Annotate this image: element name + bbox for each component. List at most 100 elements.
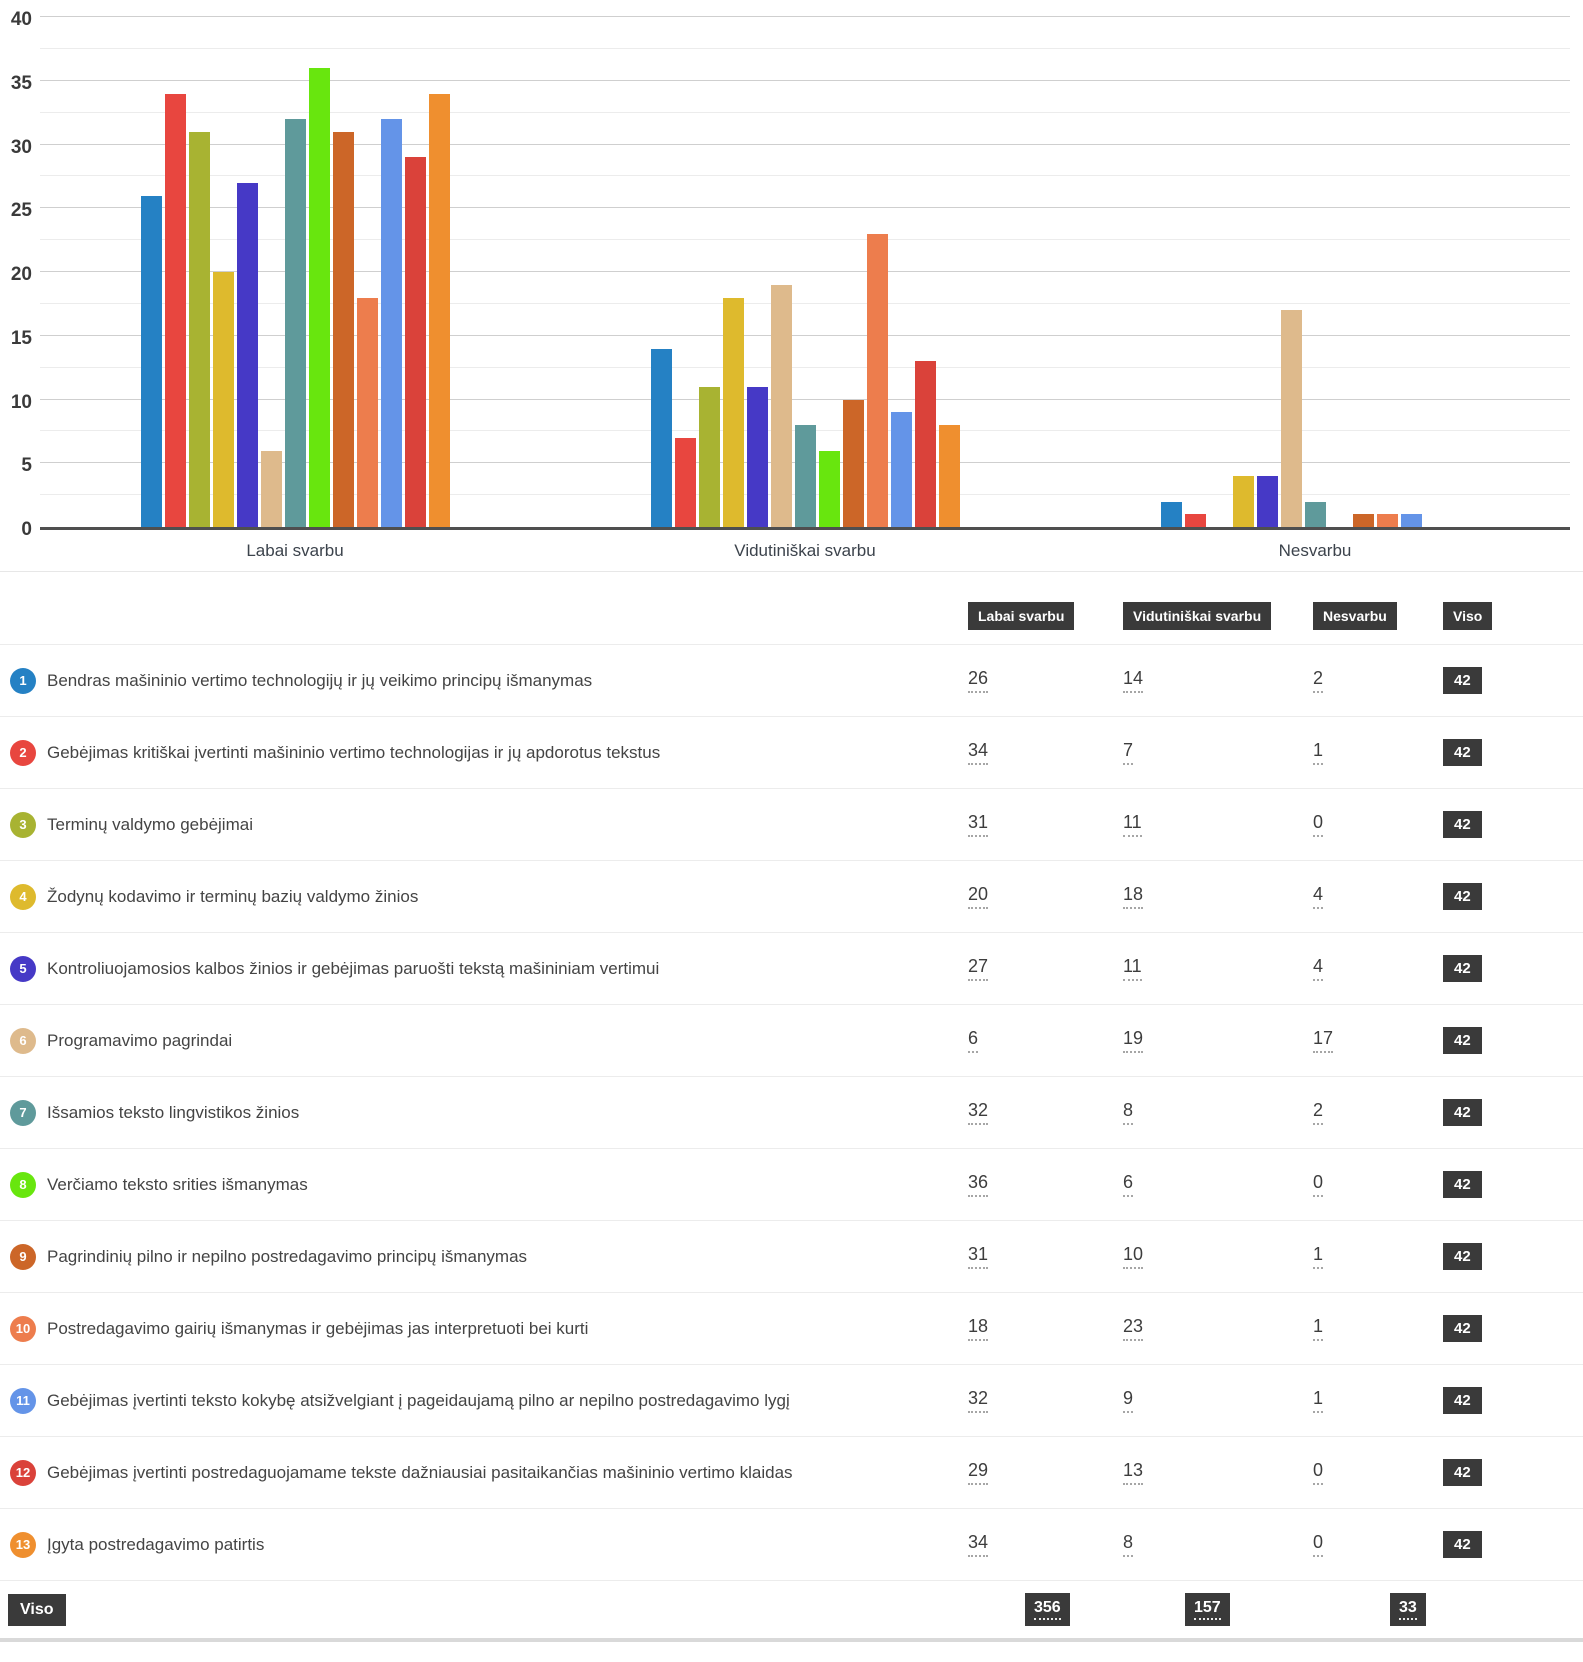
bar-slot bbox=[1232, 476, 1254, 527]
bar-group-2 bbox=[650, 17, 960, 527]
bar-slot bbox=[914, 361, 936, 527]
table-row: 7 Išsamios teksto lingvistikos žinios 32 8 2… bbox=[0, 1076, 1583, 1148]
bar-slot bbox=[890, 412, 912, 527]
bar-series-10 bbox=[1376, 514, 1398, 527]
footer-total-cell: 33 bbox=[1305, 1593, 1435, 1626]
bar-series-9 bbox=[1352, 514, 1374, 527]
bar-series-10 bbox=[356, 297, 378, 527]
bar-series-5 bbox=[1256, 476, 1278, 527]
answer-count-link[interactable]: 4 bbox=[1313, 884, 1324, 909]
bar-slot bbox=[1352, 514, 1374, 527]
answer-count-link[interactable]: 10 bbox=[1123, 1244, 1144, 1269]
answer-count-link[interactable]: 1 bbox=[1313, 1316, 1324, 1341]
results-table: Labai svarbu Vidutiniškai svarbu Nesvarbu V… bbox=[0, 572, 1583, 1642]
answer-count-link[interactable]: 4 bbox=[1313, 956, 1324, 981]
minor-gridline bbox=[40, 239, 1570, 241]
answer-count-link[interactable]: 20 bbox=[968, 884, 989, 909]
value-cell: 18 bbox=[960, 1316, 1115, 1341]
value-cell: 32 bbox=[960, 1100, 1115, 1125]
row-total-cell: 42 bbox=[1435, 1459, 1583, 1486]
importance-bar-chart: 0 5 10 15 20 25 30 35 40 Labai svarbu Vidutiniška… bbox=[0, 0, 1583, 572]
answer-count-link[interactable]: 32 bbox=[968, 1100, 989, 1125]
question-cell: 3 Terminų valdymo gebėjimai bbox=[0, 811, 960, 838]
answer-count-link[interactable]: 31 bbox=[968, 812, 989, 837]
bar-slot bbox=[212, 272, 234, 527]
answer-count-link[interactable]: 1 bbox=[1313, 1388, 1324, 1413]
answer-count-link[interactable]: 8 bbox=[1123, 1100, 1134, 1125]
row-total-cell: 42 bbox=[1435, 1171, 1583, 1198]
bar-series-12 bbox=[914, 361, 936, 527]
value-cell: 2 bbox=[1305, 668, 1435, 693]
row-number-circle: 13 bbox=[10, 1531, 36, 1558]
value-cell: 31 bbox=[960, 812, 1115, 837]
answer-count-link[interactable]: 34 bbox=[968, 740, 989, 765]
answer-count-link[interactable]: 34 bbox=[968, 1532, 989, 1557]
bar-series-13 bbox=[938, 425, 960, 527]
answer-count-link[interactable]: 17 bbox=[1313, 1028, 1334, 1053]
answer-count-link[interactable]: 1 bbox=[1313, 1244, 1324, 1269]
answer-count-link[interactable]: 36 bbox=[968, 1172, 989, 1197]
question-cell: 8 Verčiamo teksto srities išmanymas bbox=[0, 1171, 960, 1198]
answer-count-link[interactable]: 11 bbox=[1123, 956, 1142, 981]
value-cell: 1 bbox=[1305, 1388, 1435, 1413]
row-total-badge: 42 bbox=[1443, 811, 1482, 838]
value-cell: 1 bbox=[1305, 740, 1435, 765]
question-cell: 9 Pagrindinių pilno ir nepilno postredaga… bbox=[0, 1243, 960, 1270]
value-cell: 34 bbox=[960, 740, 1115, 765]
footer-viso-badge: Viso bbox=[8, 1593, 66, 1626]
value-cell: 23 bbox=[1115, 1316, 1305, 1341]
answer-count-link[interactable]: 2 bbox=[1313, 668, 1324, 693]
answer-count-link[interactable]: 8 bbox=[1123, 1532, 1134, 1557]
answer-count-link[interactable]: 9 bbox=[1123, 1388, 1134, 1413]
answer-count-link[interactable]: 29 bbox=[968, 1460, 989, 1485]
footer-total-badge[interactable]: 157 bbox=[1185, 1593, 1230, 1626]
footer-total-badge[interactable]: 33 bbox=[1390, 1593, 1426, 1626]
answer-count-link[interactable]: 27 bbox=[968, 956, 989, 981]
row-number-circle: 12 bbox=[10, 1459, 36, 1486]
footer-total-badge[interactable]: 356 bbox=[1025, 1593, 1070, 1626]
answer-count-link[interactable]: 14 bbox=[1123, 668, 1144, 693]
answer-count-link[interactable]: 0 bbox=[1313, 1172, 1324, 1197]
answer-count-link[interactable]: 32 bbox=[968, 1388, 989, 1413]
plot-area bbox=[40, 16, 1570, 530]
answer-count-link[interactable]: 1 bbox=[1313, 740, 1324, 765]
bar-slot bbox=[842, 399, 864, 527]
answer-count-link[interactable]: 0 bbox=[1313, 812, 1324, 837]
answer-count-link[interactable]: 19 bbox=[1123, 1028, 1144, 1053]
value-cell: 4 bbox=[1305, 956, 1435, 981]
minor-gridline bbox=[40, 47, 1570, 49]
answer-count-link[interactable]: 0 bbox=[1313, 1460, 1324, 1485]
bar-slot bbox=[260, 450, 282, 527]
row-total-badge: 42 bbox=[1443, 1459, 1482, 1486]
bar-series-4 bbox=[1232, 476, 1254, 527]
answer-count-link[interactable]: 11 bbox=[1123, 812, 1142, 837]
answer-count-link[interactable]: 18 bbox=[968, 1316, 989, 1341]
table-row: 13 Įgyta postredagavimo patirtis 34 8 0 42 bbox=[0, 1508, 1583, 1580]
row-total-badge: 42 bbox=[1443, 1387, 1482, 1414]
answer-count-link[interactable]: 7 bbox=[1123, 740, 1134, 765]
question-cell: 5 Kontroliuojamosios kalbos žinios ir geb… bbox=[0, 955, 960, 982]
answer-count-link[interactable]: 0 bbox=[1313, 1532, 1324, 1557]
bar-series-3 bbox=[698, 386, 720, 527]
bar-series-5 bbox=[236, 182, 258, 527]
bar-slot bbox=[380, 119, 402, 527]
answer-count-link[interactable]: 23 bbox=[1123, 1316, 1144, 1341]
question-label: Pagrindinių pilno ir nepilno postredagav… bbox=[47, 1246, 528, 1266]
answer-count-link[interactable]: 26 bbox=[968, 668, 989, 693]
bar-slot bbox=[794, 425, 816, 527]
question-label: Programavimo pagrindai bbox=[47, 1030, 233, 1050]
value-cell: 14 bbox=[1115, 668, 1305, 693]
answer-count-link[interactable]: 6 bbox=[1123, 1172, 1134, 1197]
y-axis-tick-label: 25 bbox=[10, 200, 32, 222]
y-axis-tick-label: 0 bbox=[21, 519, 32, 540]
answer-count-link[interactable]: 2 bbox=[1313, 1100, 1324, 1125]
answer-count-link[interactable]: 31 bbox=[968, 1244, 989, 1269]
answer-count-link[interactable]: 6 bbox=[968, 1028, 979, 1053]
bar-slot bbox=[188, 131, 210, 527]
answer-count-link[interactable]: 13 bbox=[1123, 1460, 1144, 1485]
bar-slot bbox=[746, 386, 768, 527]
bar-slot bbox=[1160, 501, 1182, 527]
table-row: 11 Gebėjimas įvertinti teksto kokybę atsi… bbox=[0, 1364, 1583, 1436]
answer-count-link[interactable]: 18 bbox=[1123, 884, 1144, 909]
row-total-cell: 42 bbox=[1435, 1027, 1583, 1054]
